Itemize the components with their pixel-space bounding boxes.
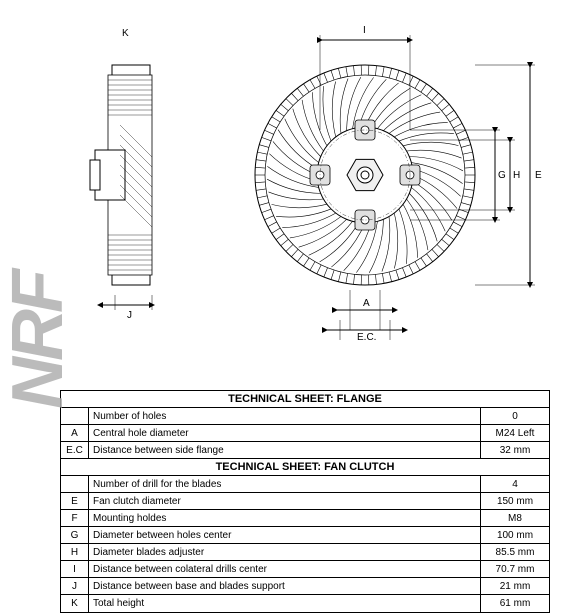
row-code: A <box>61 425 89 441</box>
dim-label-a: A <box>363 298 370 309</box>
row-label: Diameter between holes center <box>89 527 481 543</box>
table-row: K Total height 61 mm <box>61 595 549 612</box>
row-label: Distance between side flange <box>89 442 481 458</box>
table-header-clutch: TECHNICAL SHEET: FAN CLUTCH <box>61 459 549 476</box>
row-code: G <box>61 527 89 543</box>
row-code <box>61 476 89 492</box>
dim-label-h: H <box>513 170 520 181</box>
table-row: G Diameter between holes center 100 mm <box>61 527 549 544</box>
row-code: F <box>61 510 89 526</box>
dim-label-e: E <box>535 170 542 181</box>
table-row: E.C Distance between side flange 32 mm <box>61 442 549 459</box>
row-value: 21 mm <box>481 578 549 594</box>
table-row: H Diameter blades adjuster 85.5 mm <box>61 544 549 561</box>
row-value: 85.5 mm <box>481 544 549 560</box>
row-label: Number of drill for the blades <box>89 476 481 492</box>
row-value: M24 Left <box>481 425 549 441</box>
technical-drawing: K J <box>30 10 570 350</box>
row-code: K <box>61 595 89 612</box>
spec-table: TECHNICAL SHEET: FLANGE Number of holes … <box>60 390 550 613</box>
row-value: 0 <box>481 408 549 424</box>
dim-label-j: J <box>127 310 132 321</box>
table-row: E Fan clutch diameter 150 mm <box>61 493 549 510</box>
table-row: I Distance between colateral drills cent… <box>61 561 549 578</box>
row-label: Central hole diameter <box>89 425 481 441</box>
row-value: 61 mm <box>481 595 549 612</box>
row-label: Total height <box>89 595 481 612</box>
dim-label-k: K <box>122 28 129 39</box>
row-value: 4 <box>481 476 549 492</box>
dim-label-i: I <box>363 25 366 36</box>
row-code: E <box>61 493 89 509</box>
table-row: F Mounting holdes M8 <box>61 510 549 527</box>
table-row: J Distance between base and blades suppo… <box>61 578 549 595</box>
table-row: Number of drill for the blades 4 <box>61 476 549 493</box>
table-row: A Central hole diameter M24 Left <box>61 425 549 442</box>
dim-label-ec: E.C. <box>357 332 376 343</box>
side-housing <box>90 65 152 285</box>
row-label: Mounting holdes <box>89 510 481 526</box>
row-code: J <box>61 578 89 594</box>
table-row: Number of holes 0 <box>61 408 549 425</box>
row-label: Number of holes <box>89 408 481 424</box>
row-code: H <box>61 544 89 560</box>
row-label: Distance between base and blades support <box>89 578 481 594</box>
row-value: 150 mm <box>481 493 549 509</box>
front-view-drawing: I A E.C. E G H <box>235 30 572 375</box>
row-value: 32 mm <box>481 442 549 458</box>
row-code: E.C <box>61 442 89 458</box>
row-value: 100 mm <box>481 527 549 543</box>
dim-label-g: G <box>498 170 506 181</box>
row-code: I <box>61 561 89 577</box>
side-view-drawing: K J <box>60 55 210 340</box>
row-value: 70.7 mm <box>481 561 549 577</box>
row-value: M8 <box>481 510 549 526</box>
row-code <box>61 408 89 424</box>
row-label: Diameter blades adjuster <box>89 544 481 560</box>
row-label: Fan clutch diameter <box>89 493 481 509</box>
row-label: Distance between colateral drills center <box>89 561 481 577</box>
table-header-flange: TECHNICAL SHEET: FLANGE <box>61 391 549 408</box>
